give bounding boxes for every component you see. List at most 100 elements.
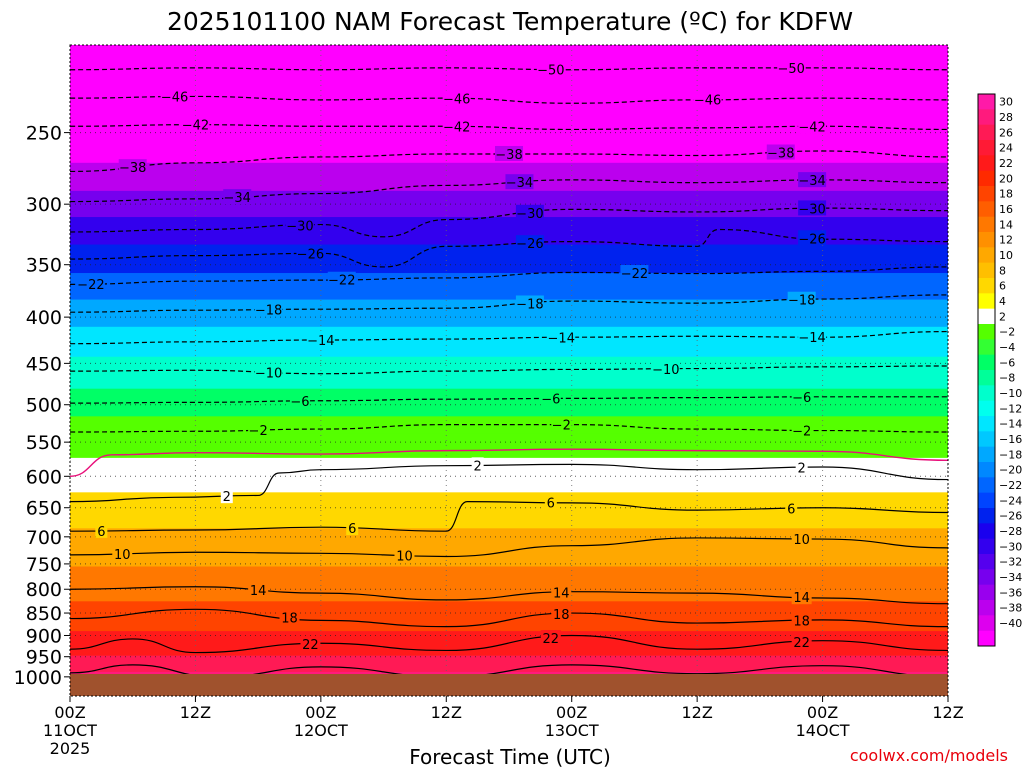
temperature-band [70, 273, 948, 301]
colorbar-swatch [978, 216, 995, 233]
contour-label-bg [785, 500, 798, 516]
y-tick-label: 550 [26, 432, 62, 454]
contour-label-bg [693, 91, 722, 107]
isotherm-line [70, 207, 948, 238]
contour-label: −34 [224, 191, 251, 206]
contour-label-bg [346, 520, 359, 536]
credit-link[interactable]: coolwx.com/models [850, 746, 1008, 765]
contour-label-bg [791, 589, 812, 605]
colorbar-label: −2 [999, 326, 1015, 339]
colorbar-swatch [978, 523, 995, 540]
contour-label: 14 [250, 584, 267, 599]
contour-label: −50 [537, 63, 564, 78]
colorbar-label: −18 [999, 448, 1022, 461]
contour-label-bg [95, 522, 108, 538]
colorbar-swatch [978, 201, 995, 218]
y-tick-label: 250 [26, 123, 62, 145]
contour-label-bg [471, 457, 484, 473]
contour-label-bg [787, 291, 816, 307]
contour-label: 18 [553, 608, 570, 623]
colorbar-swatch [978, 170, 995, 187]
contour-label-bg [551, 416, 572, 432]
contour-label: −46 [161, 91, 188, 106]
colorbar-label: −34 [999, 571, 1022, 584]
temperature-band [70, 64, 948, 101]
contour-label: −26 [516, 237, 543, 252]
temperature-band [70, 655, 948, 673]
x-tick-label: 00Z [807, 703, 838, 722]
contour-label-bg [254, 364, 283, 380]
temperature-band [70, 45, 948, 65]
y-tick-label: 300 [26, 194, 62, 216]
contour-label: 14 [793, 591, 810, 606]
y-tick-label: 750 [26, 554, 62, 576]
contour-label: −34 [506, 176, 533, 191]
grid-lines [70, 45, 948, 696]
colorbar-label: −4 [999, 341, 1015, 354]
y-tick-label: 500 [26, 395, 62, 417]
colorbar-label: −22 [999, 479, 1022, 492]
isotherm-line [70, 150, 948, 173]
colorbar-swatch [978, 584, 995, 601]
temperature-band [70, 492, 948, 529]
y-tick-label: 800 [26, 579, 62, 601]
colorbar-label: 24 [999, 142, 1013, 155]
temperature-band [70, 566, 948, 602]
contour-label: −42 [443, 121, 470, 136]
colorbar-label: −6 [999, 356, 1015, 369]
colorbar-swatch [978, 247, 995, 264]
contour-label-bg [254, 301, 283, 317]
y-tick-label: 700 [26, 527, 62, 549]
contour-label-bg [798, 329, 827, 345]
isotherm-line [70, 463, 948, 503]
y-tick-label: 450 [26, 353, 62, 375]
colorbar-label: −38 [999, 602, 1022, 615]
colorbar-label: 20 [999, 172, 1013, 185]
temperature-band [70, 601, 948, 632]
colorbar-label: −26 [999, 510, 1022, 523]
contour-label-bg [791, 612, 812, 628]
contour-label: −6 [290, 395, 309, 410]
colorbar-label: −28 [999, 525, 1022, 538]
colorbar-label: −30 [999, 540, 1022, 553]
colorbar-label: −24 [999, 494, 1022, 507]
colorbar-swatch [978, 109, 995, 126]
colorbar-label: −14 [999, 418, 1022, 431]
contour-label: 6 [547, 497, 555, 512]
contour-label-bg [327, 271, 356, 287]
contour-label-bg [442, 90, 471, 106]
contour-label: 18 [281, 612, 298, 627]
colorbar-label: 30 [999, 96, 1013, 109]
contour-label-bg [551, 606, 572, 622]
colorbar-swatch [978, 339, 995, 356]
y-tick-label: 650 [26, 498, 62, 520]
contour-label-bg [394, 547, 415, 563]
colorbar-label: −16 [999, 433, 1022, 446]
contour-label: −30 [286, 219, 313, 234]
colorbar-label: 4 [999, 295, 1006, 308]
temperature-band [70, 244, 948, 274]
contour-label-bg [766, 144, 795, 160]
colorbar-label: 14 [999, 218, 1013, 231]
colorbar-label: −40 [999, 617, 1022, 630]
contour-label: −14 [307, 334, 334, 349]
contour-label: 6 [97, 525, 105, 540]
isotherm-line [70, 448, 948, 478]
contour-label-bg [620, 265, 649, 281]
colorbar-swatch [978, 308, 995, 325]
contour-label: −42 [798, 120, 825, 135]
contour-label: −50 [777, 62, 804, 77]
y-tick-label: 1000 [14, 667, 62, 689]
plot-frame [69, 44, 949, 697]
contour-label: 10 [793, 533, 810, 548]
y-tick-label: 850 [26, 603, 62, 625]
colorbar-swatch [978, 124, 995, 141]
contour-label: −38 [119, 161, 146, 176]
colorbar-swatch [978, 538, 995, 555]
temperature-band [70, 299, 948, 328]
colorbar-label: −12 [999, 402, 1022, 415]
contour-label-bg [540, 390, 561, 406]
x-tick-label: 00Z [305, 703, 336, 722]
plot-area: −50 −50 −46 −46 −46 −42 −42 −42 −38 −38 −38 −34 −34 −… [70, 45, 948, 696]
